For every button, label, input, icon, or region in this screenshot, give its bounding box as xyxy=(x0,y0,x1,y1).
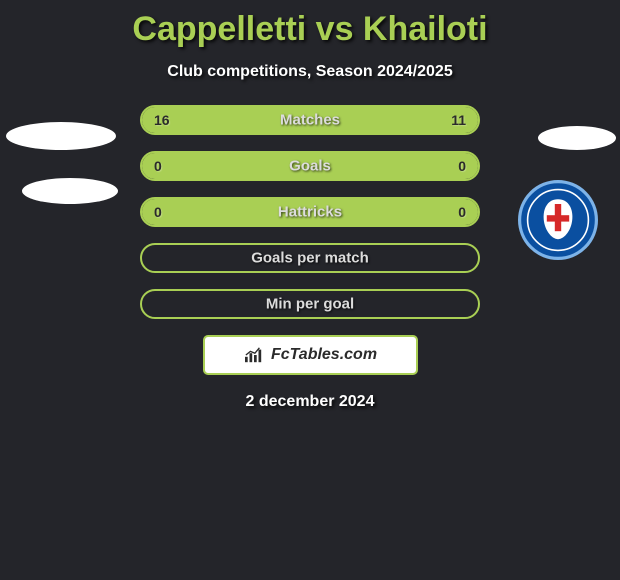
bar-label: Goals xyxy=(142,158,478,175)
page-title: Cappelletti vs Khailoti xyxy=(0,0,620,49)
date-label: 2 december 2024 xyxy=(0,393,620,411)
stat-bar: Min per goal xyxy=(140,289,480,319)
bar-label: Goals per match xyxy=(142,250,478,267)
stat-bar: Goals0 0 xyxy=(140,151,480,181)
bar-value-left: 16 xyxy=(154,112,170,128)
club-badge-right xyxy=(518,180,598,260)
stat-bar: Matches16 11 xyxy=(140,105,480,135)
stat-bar: Goals per match xyxy=(140,243,480,273)
bar-label: Hattricks xyxy=(142,204,478,221)
fctables-badge: FcTables.com xyxy=(203,335,418,375)
player-photo-left-2 xyxy=(22,178,118,204)
bar-chart-icon xyxy=(243,346,265,364)
bar-label: Matches xyxy=(142,112,478,129)
player-photo-right-1 xyxy=(538,126,616,150)
bar-label: Min per goal xyxy=(142,296,478,313)
page-subtitle: Club competitions, Season 2024/2025 xyxy=(0,63,620,81)
player-photo-left-1 xyxy=(6,122,116,150)
bar-value-right: 0 xyxy=(458,204,466,220)
stats-bars: Matches1611Goals00Hattricks00Goals per m… xyxy=(140,105,480,319)
fctables-text: FcTables.com xyxy=(271,346,377,364)
bar-value-left: 0 xyxy=(154,204,162,220)
stat-bar: Hattricks0 0 xyxy=(140,197,480,227)
bar-value-left: 0 xyxy=(154,158,162,174)
bar-value-right: 0 xyxy=(458,158,466,174)
bar-value-right: 11 xyxy=(451,112,466,128)
